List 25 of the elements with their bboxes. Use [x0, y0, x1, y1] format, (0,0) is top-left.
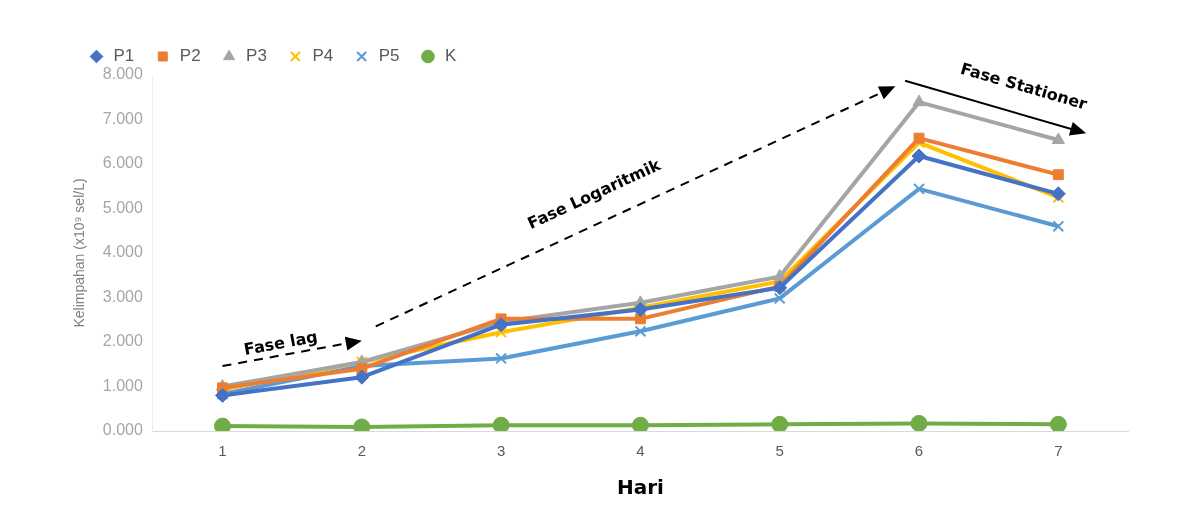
x-tick-label: 6	[914, 442, 924, 460]
y-tick-label: 5.000	[102, 198, 143, 216]
y-tick-label: 2.000	[102, 332, 143, 350]
x-tick-label: 1	[218, 442, 227, 460]
annotation: Fase lag	[242, 326, 320, 359]
x-tick-label: 7	[1054, 442, 1063, 460]
x-axis-title: Hari	[616, 475, 664, 500]
legend-label: P1	[113, 46, 135, 66]
legend-label: P2	[179, 46, 201, 66]
y-tick-label: 6.000	[102, 154, 143, 172]
x-tick-label: 2	[357, 442, 366, 460]
y-axis-title: Kelimpahan (x10⁹ sel/L)	[71, 178, 88, 328]
y-tick-label: 1.000	[102, 376, 143, 394]
legend-label: P4	[312, 46, 334, 66]
x-tick-label: 5	[775, 442, 784, 460]
legend-label: P5	[378, 46, 400, 66]
x-tick-label: 3	[496, 442, 506, 460]
legend-label: K	[444, 46, 457, 66]
legend-label: P3	[246, 46, 267, 66]
y-tick-label: 4.000	[102, 243, 143, 261]
y-tick-label: 7.000	[102, 109, 143, 127]
y-tick-label: 3.000	[102, 287, 143, 305]
y-tick-label: 8.000	[102, 65, 143, 83]
x-tick-label: 4	[636, 442, 645, 460]
y-tick-label: 0.000	[102, 421, 143, 439]
